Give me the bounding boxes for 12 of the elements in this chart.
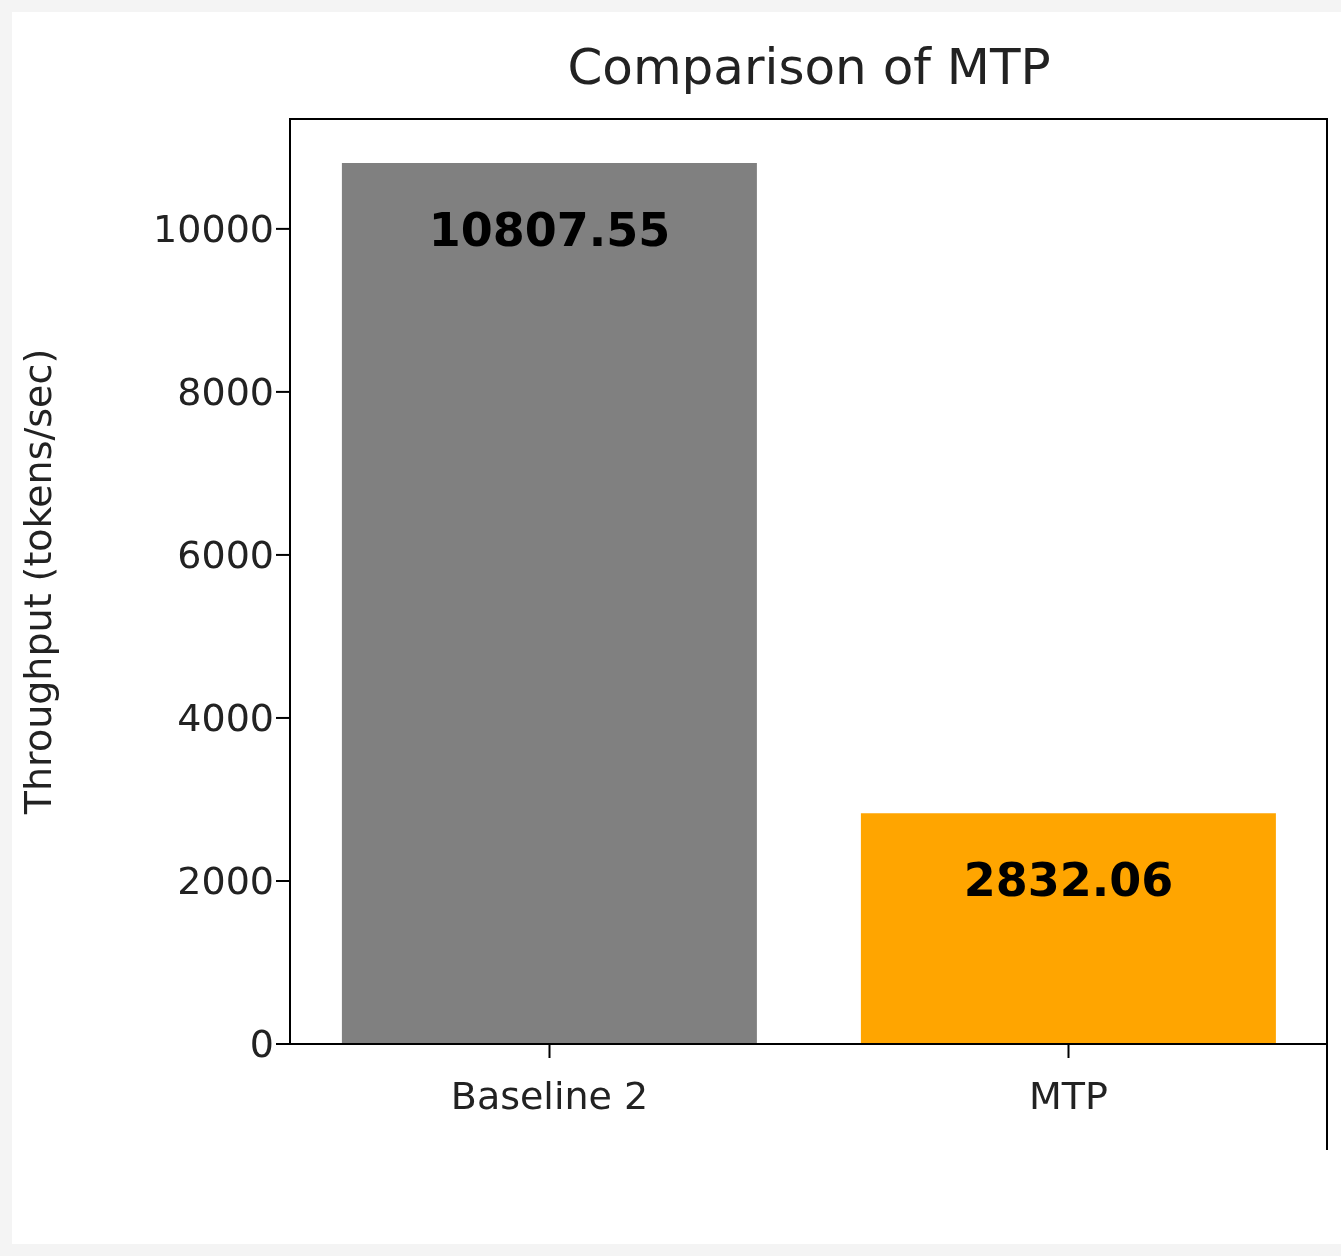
data-label: 2832.06	[963, 852, 1174, 907]
data-label: 10807.55	[428, 202, 671, 257]
x-tick-label: MTP	[1029, 1073, 1108, 1118]
y-axis-title: Throughput (tokens/sec)	[16, 348, 61, 816]
y-tick-label: 4000	[177, 696, 274, 741]
x-tick-label: Baseline 2	[450, 1073, 649, 1118]
y-tick-label: 0	[249, 1022, 274, 1067]
y-tick-label: 10000	[153, 207, 274, 252]
y-tick-label: 2000	[177, 859, 274, 904]
y-tick-label: 6000	[177, 533, 274, 578]
chart-title: Comparison of MTP	[566, 38, 1052, 96]
y-tick-label: 8000	[177, 370, 274, 415]
